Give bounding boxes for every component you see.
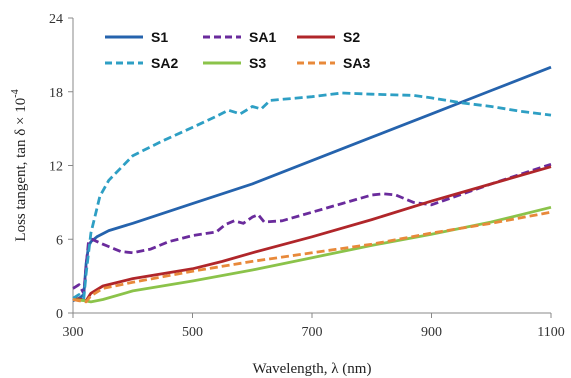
series-line-s3 — [72, 205, 552, 304]
x-tick-label: 1100 — [537, 325, 564, 340]
series-layer — [72, 65, 552, 304]
series-line-s1 — [72, 65, 552, 302]
series-line-sa2 — [72, 91, 552, 300]
legend-label-sa1: SA1 — [249, 29, 276, 45]
legend-label-s2: S2 — [343, 29, 360, 45]
y-tick-label: 18 — [49, 86, 63, 101]
y-axis-title-exponent: -4 — [10, 89, 21, 97]
y-tick-label: 24 — [49, 12, 63, 27]
legend-label-s1: S1 — [151, 29, 168, 45]
x-tick-label: 300 — [63, 325, 84, 340]
series-line-sa3 — [72, 210, 552, 304]
x-tick-label: 900 — [421, 325, 442, 340]
axis-ticks: 300 500 700 900 1100 0 6 12 18 24 — [49, 12, 565, 340]
legend-label-s3: S3 — [249, 55, 266, 71]
x-tick-label: 700 — [302, 325, 323, 340]
x-axis-title: Wavelength, λ (nm) — [253, 361, 372, 377]
y-tick-label: 0 — [56, 307, 63, 322]
y-axis-title: Loss tangent, tan δ × 10-4 — [10, 89, 29, 241]
series-line-sa1 — [72, 162, 552, 295]
y-tick-label: 12 — [49, 160, 63, 175]
y-tick-label: 6 — [56, 233, 63, 248]
y-axis-title-main: Loss tangent, tan δ × 10 — [13, 98, 29, 242]
legend: S1 SA1 S2 SA2 S3 SA3 — [105, 29, 370, 71]
legend-label-sa3: SA3 — [343, 55, 370, 71]
legend-label-sa2: SA2 — [151, 55, 178, 71]
x-tick-label: 500 — [182, 325, 203, 340]
